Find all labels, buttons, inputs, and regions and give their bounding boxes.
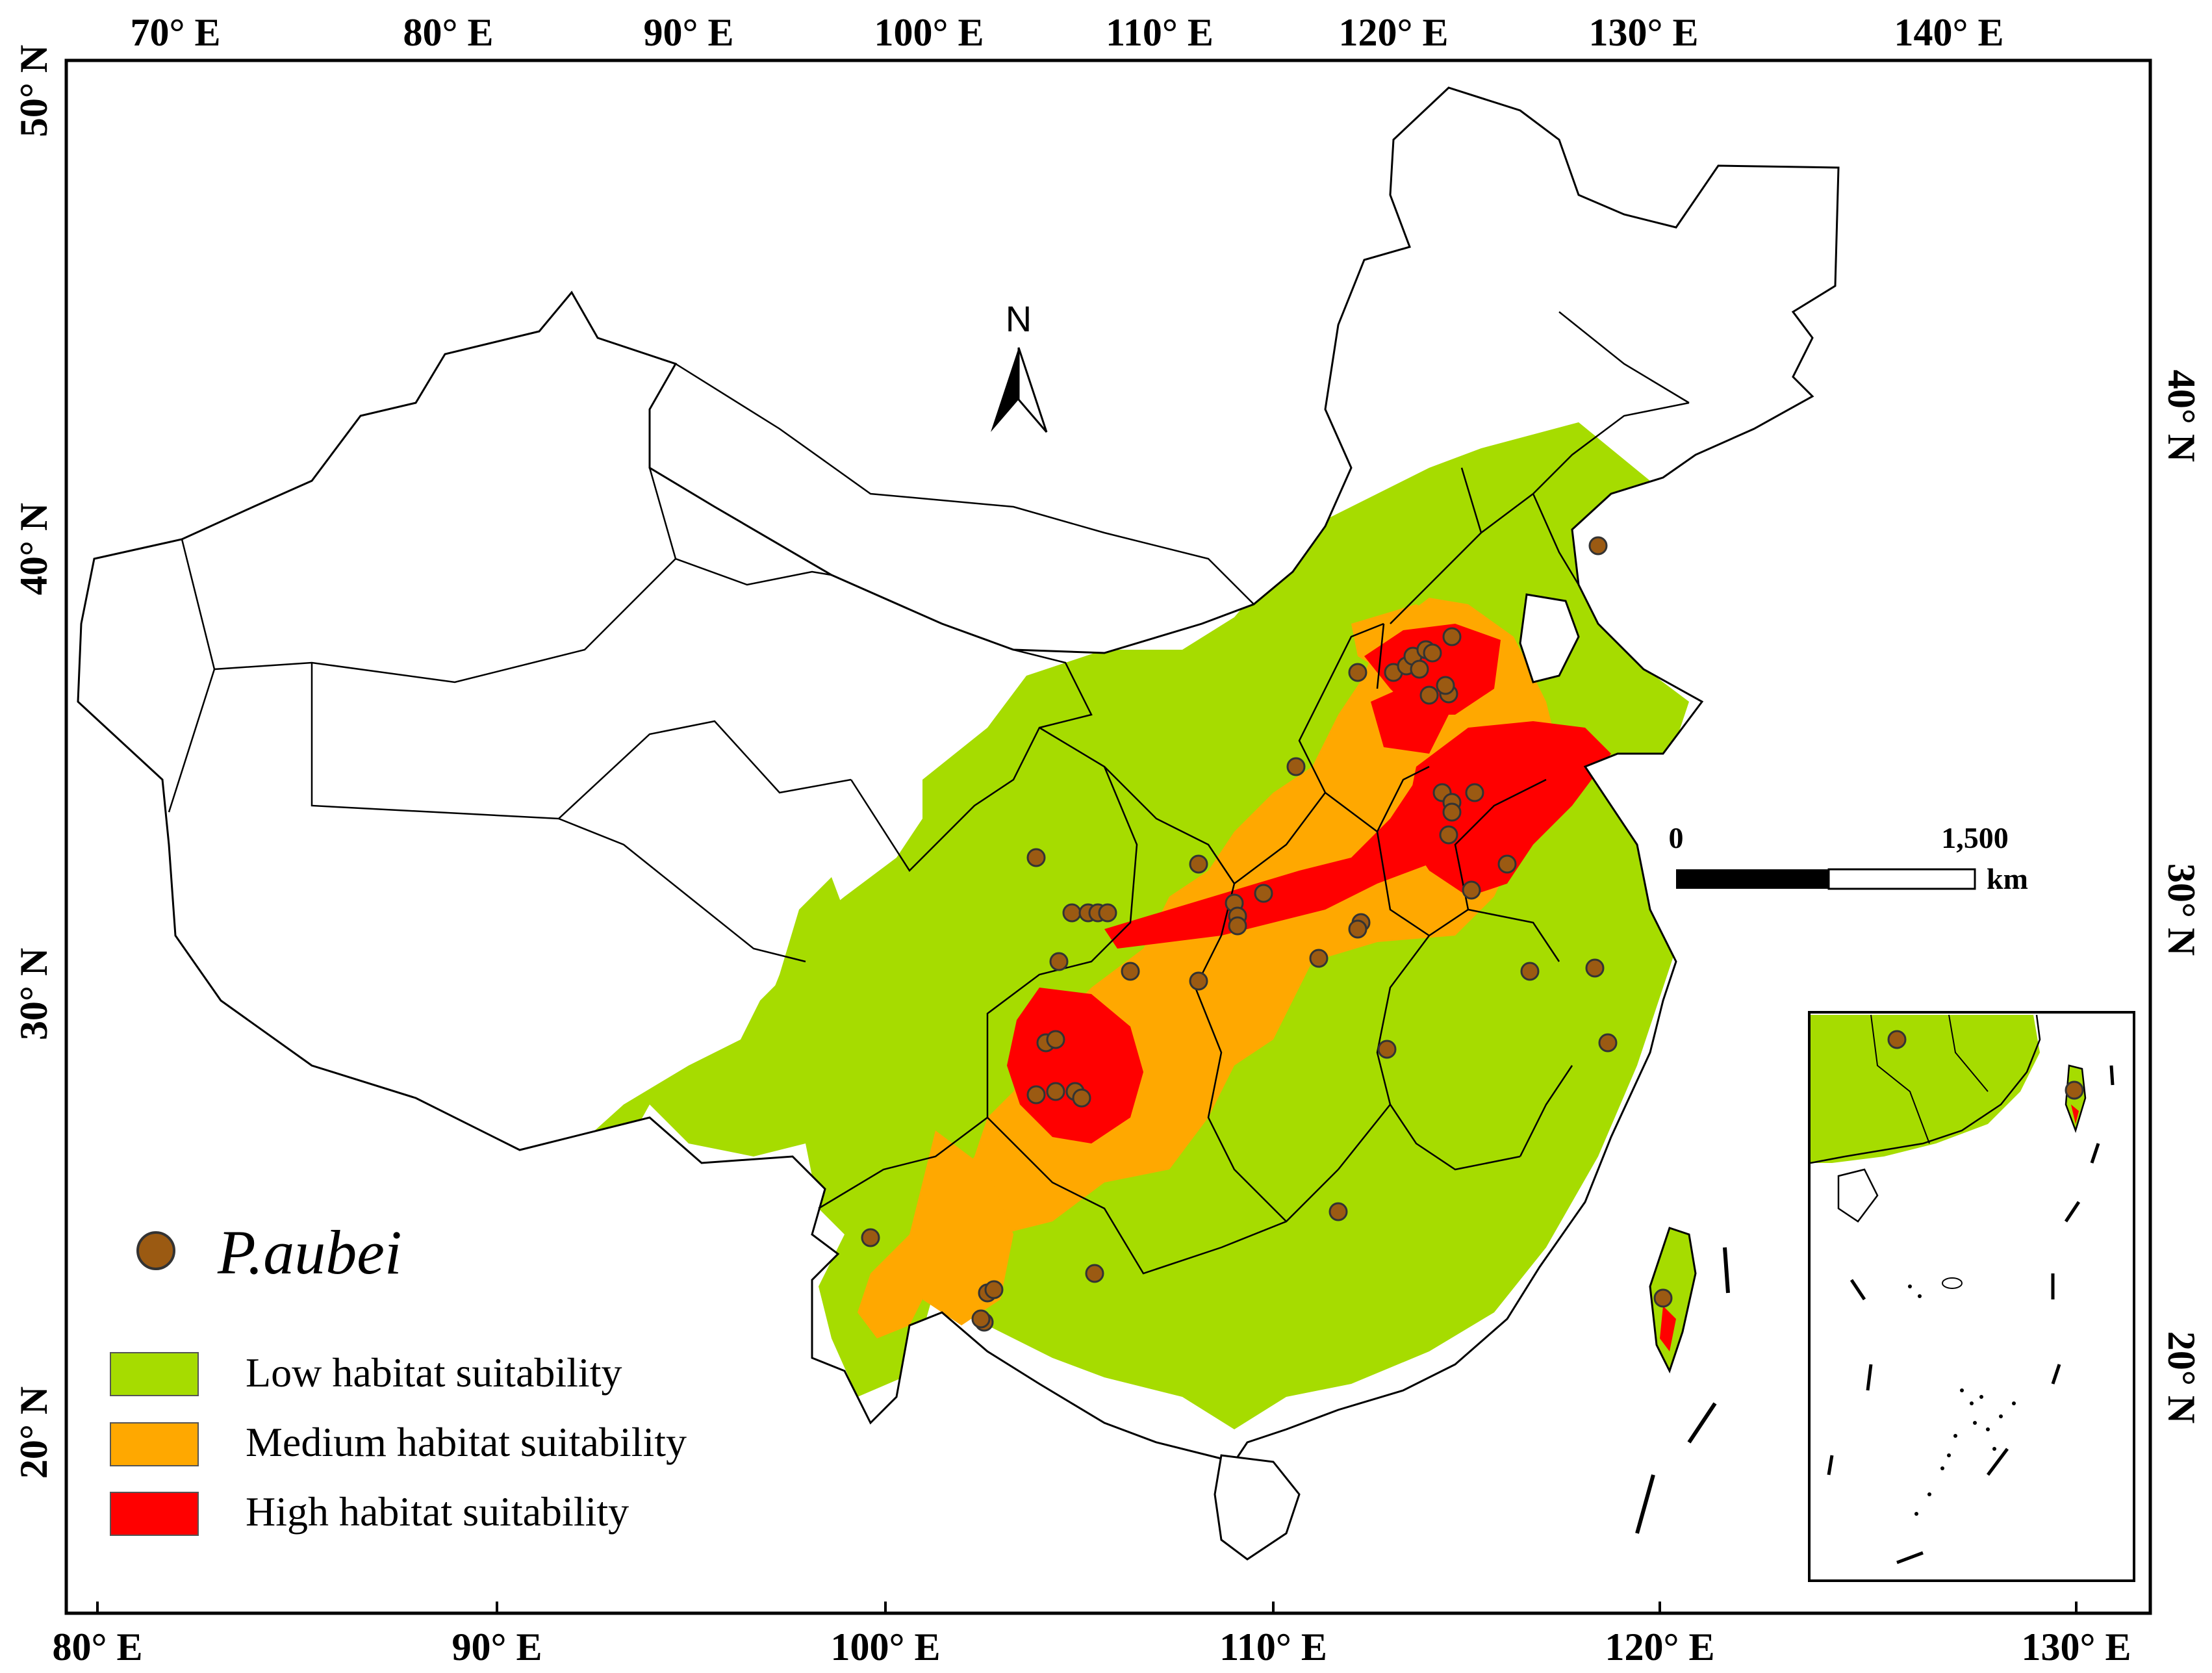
- taiwan-high-zone: [1660, 1306, 1676, 1351]
- top-axis-labels: 70° E 80° E 90° E 100° E 110° E 120° E 1…: [130, 11, 2003, 54]
- legend-label-low: Low habitat suitability: [246, 1349, 622, 1396]
- country-outline: [77, 86, 1840, 1463]
- bottom-lon-label: 130° E: [2021, 1626, 2131, 1668]
- occurrence-point: [1062, 903, 1082, 923]
- occurrence-point: [1085, 1264, 1104, 1283]
- right-axis-labels: 40° N 30° N 20° N: [2160, 370, 2203, 1424]
- legend-swatch-high: [110, 1492, 199, 1536]
- occurrence-point: [1497, 854, 1517, 874]
- occurrence-point: [861, 1228, 880, 1247]
- occurrence-point: [1377, 1040, 1397, 1059]
- occurrence-point: [971, 1309, 991, 1329]
- top-lon-label: 130° E: [1588, 11, 1698, 54]
- left-axis-labels: 50° N 40° N 30° N 20° N: [12, 45, 55, 1479]
- occurrence-point: [1465, 783, 1484, 802]
- occurrence-point: [1423, 643, 1442, 663]
- north-arrow-label: N: [1006, 298, 1032, 339]
- occurrence-point: [1309, 949, 1328, 968]
- legend-swatch-medium: [110, 1422, 199, 1466]
- province-boundaries: [168, 311, 1690, 1275]
- nine-dash-line: [1635, 1247, 1730, 1534]
- right-lat-label: 30° N: [2160, 863, 2203, 956]
- right-lat-label: 40° N: [2160, 370, 2203, 462]
- occurrence-point: [1348, 919, 1367, 939]
- occurrence-point: [1046, 1030, 1065, 1049]
- medium-suitability-zone: [858, 598, 1559, 1338]
- south-china-sea-inset: [1808, 1011, 2135, 1582]
- scale-bar: 0 1,500 km: [1669, 821, 2028, 895]
- occurrence-point: [1462, 880, 1481, 900]
- legend: P.aubei Low habitat suitability Medium h…: [110, 1218, 687, 1536]
- occurrence-point: [1348, 663, 1367, 682]
- legend-label-high: High habitat suitability: [246, 1488, 629, 1535]
- occurrence-point: [1026, 848, 1046, 867]
- occurrence-points: [861, 536, 1673, 1332]
- bottom-lon-label: 90° E: [451, 1626, 542, 1668]
- north-arrow-icon: [991, 348, 1019, 432]
- scale-end-label: 1,500: [1941, 821, 2009, 854]
- high-suitability-sichuan: [1007, 988, 1143, 1143]
- occurrence-point: [1189, 854, 1208, 874]
- bottom-lon-label: 120° E: [1605, 1626, 1714, 1668]
- scale-unit-label: km: [1987, 862, 2028, 895]
- occurrence-point: [1520, 962, 1540, 981]
- right-lat-label: 20° N: [2160, 1331, 2203, 1424]
- occurrence-point: [1286, 757, 1306, 776]
- legend-swatch-low: [110, 1352, 199, 1396]
- legend-species-marker: [136, 1231, 175, 1270]
- left-lat-label: 30° N: [12, 948, 55, 1040]
- occurrence-point: [1026, 1085, 1046, 1105]
- occurrence-point: [1228, 916, 1247, 936]
- high-suitability-shandong: [1403, 721, 1611, 897]
- occurrence-point: [1072, 1088, 1091, 1108]
- top-lon-label: 80° E: [403, 11, 493, 54]
- bottom-axis-ticks: [96, 1602, 2078, 1613]
- occurrence-point: [1598, 1033, 1618, 1053]
- occurrence-point: [1442, 627, 1462, 646]
- top-lon-label: 70° E: [130, 11, 220, 54]
- occurrence-point: [1410, 659, 1429, 679]
- inset-occurrence-point: [2065, 1080, 2084, 1100]
- left-lat-label: 40° N: [12, 503, 55, 595]
- occurrence-point: [1328, 1202, 1348, 1221]
- hainan-island: [1214, 1454, 1301, 1561]
- occurrence-point: [1588, 536, 1608, 556]
- occurrence-point: [1442, 802, 1462, 822]
- left-lat-label: 20° N: [12, 1386, 55, 1479]
- occurrence-point: [1585, 958, 1605, 978]
- legend-species-label: P.aubei: [217, 1218, 402, 1287]
- legend-label-medium: Medium habitat suitability: [246, 1419, 687, 1465]
- top-lon-label: 110° E: [1106, 11, 1214, 54]
- occurrence-point: [1049, 952, 1069, 971]
- scale-start-label: 0: [1669, 821, 1684, 854]
- occurrence-point: [1419, 685, 1439, 705]
- occurrence-point: [1046, 1082, 1065, 1101]
- occurrence-point: [1254, 884, 1273, 903]
- medium-suitability-southwest: [909, 1130, 1013, 1325]
- bottom-axis-labels: 80° E 90° E 100° E 110° E 120° E 130° E: [52, 1626, 2131, 1668]
- occurrence-point: [1653, 1288, 1673, 1308]
- occurrence-point: [1436, 676, 1455, 695]
- occurrence-point: [1189, 971, 1208, 991]
- high-suitability-central: [1104, 767, 1494, 949]
- top-lon-label: 90° E: [643, 11, 733, 54]
- occurrence-point: [1098, 903, 1117, 923]
- top-lon-label: 100° E: [874, 11, 984, 54]
- occurrence-point: [1439, 825, 1458, 845]
- occurrence-point: [984, 1280, 1004, 1299]
- bottom-lon-label: 110° E: [1219, 1626, 1327, 1668]
- low-suitability-west-patch: [754, 877, 851, 1053]
- occurrence-point: [1121, 962, 1140, 981]
- bohai-sea: [1519, 593, 1580, 683]
- north-arrow: N: [991, 298, 1048, 433]
- top-lon-label: 140° E: [1894, 11, 2003, 54]
- bottom-lon-label: 100° E: [830, 1626, 940, 1668]
- bottom-lon-label: 80° E: [52, 1626, 142, 1668]
- left-lat-label: 50° N: [12, 45, 55, 137]
- inset-occurrence-point: [1887, 1030, 1907, 1049]
- top-lon-label: 120° E: [1338, 11, 1448, 54]
